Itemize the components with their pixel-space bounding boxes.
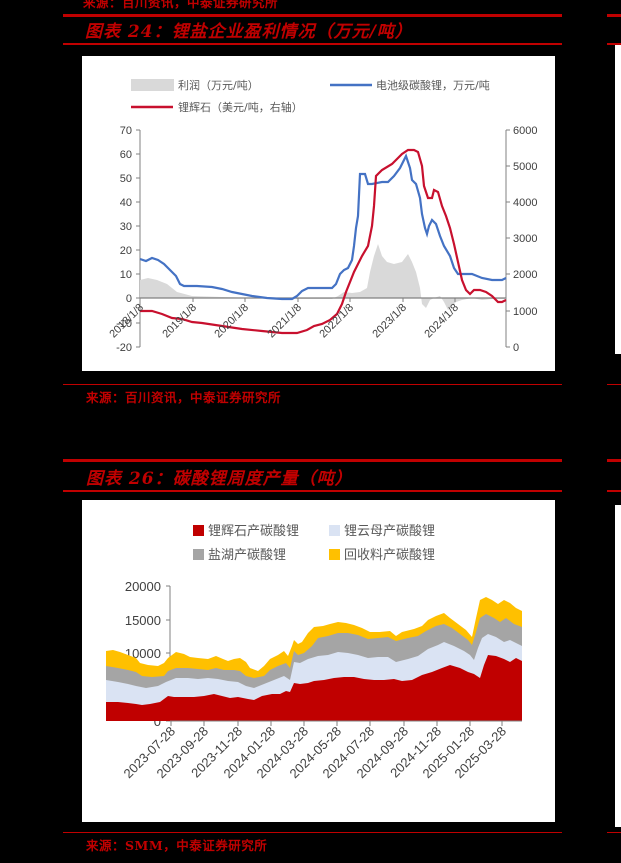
figure24-legend: 利润（万元/吨） 电池级碳酸锂，万元/吨 锂辉石（美元/吨，右轴） bbox=[131, 78, 490, 114]
spodumene-line bbox=[140, 148, 507, 335]
svg-text:20000: 20000 bbox=[125, 579, 161, 594]
svg-text:1000: 1000 bbox=[513, 306, 537, 318]
figure26-source-rule bbox=[63, 832, 562, 833]
legend-swatch-lepidolite bbox=[329, 525, 340, 536]
legend-swatch-profit bbox=[131, 79, 174, 91]
legend-label-brine: 盐湖产碳酸锂 bbox=[208, 548, 286, 563]
figure26-top-rule bbox=[63, 459, 562, 462]
legend-label-recycle: 回收料产碳酸锂 bbox=[344, 548, 435, 563]
right-col-rule-3 bbox=[607, 384, 621, 385]
figure24-left-axis: 70 60 50 40 30 20 10 0 -10 -20 bbox=[116, 125, 141, 354]
svg-text:30: 30 bbox=[120, 221, 132, 233]
figure24-source: 来源：百川资讯，中泰证券研究所 bbox=[86, 390, 282, 405]
right-column-chart-1b bbox=[615, 56, 621, 354]
right-col-rule-5 bbox=[607, 490, 621, 492]
svg-text:0: 0 bbox=[126, 293, 132, 305]
svg-text:3000: 3000 bbox=[513, 233, 537, 245]
svg-text:-10: -10 bbox=[116, 318, 132, 330]
figure26-chart: 锂辉石产碳酸锂 锂云母产碳酸锂 盐湖产碳酸锂 回收料产碳酸锂 20000 150… bbox=[82, 500, 555, 822]
figure24-x-ticks bbox=[139, 298, 456, 302]
legend-swatch-recycle bbox=[329, 549, 340, 560]
right-col-rule-1 bbox=[607, 14, 621, 17]
svg-text:0: 0 bbox=[154, 714, 161, 729]
svg-text:4000: 4000 bbox=[513, 197, 537, 209]
figure26-title-underline bbox=[63, 490, 562, 492]
figure26-svg: 锂辉石产碳酸锂 锂云母产碳酸锂 盐湖产碳酸锂 回收料产碳酸锂 20000 150… bbox=[106, 524, 522, 782]
right-col-rule-4 bbox=[607, 459, 621, 462]
svg-text:40: 40 bbox=[120, 197, 132, 209]
svg-text:2021/1/8: 2021/1/8 bbox=[265, 302, 304, 341]
svg-text:20: 20 bbox=[120, 245, 132, 257]
svg-text:60: 60 bbox=[120, 149, 132, 161]
right-col-rule-2 bbox=[607, 43, 621, 45]
svg-text:2024/1/8: 2024/1/8 bbox=[422, 302, 461, 341]
legend-label-li2co3: 电池级碳酸锂，万元/吨 bbox=[376, 78, 490, 92]
svg-text:10: 10 bbox=[120, 269, 132, 281]
figure24-title: 图表 24：锂盐企业盈利情况（万元/吨） bbox=[85, 22, 413, 42]
legend-label-spodumene: 锂辉石产碳酸锂 bbox=[208, 524, 299, 539]
right-column-chart-2 bbox=[615, 505, 621, 827]
legend-swatch-brine bbox=[193, 549, 204, 560]
legend-label-lepidolite: 锂云母产碳酸锂 bbox=[344, 524, 435, 539]
li2co3-line bbox=[139, 153, 507, 301]
figure26-x-labels: 2023-07-28 2023-09-28 2023-11-28 2024-01… bbox=[120, 724, 509, 782]
legend-swatch-spodumene bbox=[193, 525, 204, 536]
svg-text:2023/1/8: 2023/1/8 bbox=[370, 302, 409, 341]
svg-text:15000: 15000 bbox=[125, 613, 161, 628]
svg-text:6000: 6000 bbox=[513, 125, 537, 137]
figure24-svg: 利润（万元/吨） 电池级碳酸锂，万元/吨 锂辉石（美元/吨，右轴） 70 60 … bbox=[107, 78, 537, 354]
figure24-top-rule bbox=[63, 14, 562, 17]
svg-text:70: 70 bbox=[120, 125, 132, 137]
top-source-text: 来源：百川资讯，中泰证券研究所 bbox=[83, 0, 279, 10]
right-col-rule-6 bbox=[607, 832, 621, 833]
figure26-legend: 锂辉石产碳酸锂 锂云母产碳酸锂 盐湖产碳酸锂 回收料产碳酸锂 bbox=[193, 524, 435, 563]
svg-text:2000: 2000 bbox=[513, 269, 537, 281]
svg-text:0: 0 bbox=[513, 342, 519, 354]
figure24-chart: 利润（万元/吨） 电池级碳酸锂，万元/吨 锂辉石（美元/吨，右轴） 70 60 … bbox=[82, 56, 555, 371]
figure26-title: 图表 26：碳酸锂周度产量（吨） bbox=[86, 469, 353, 489]
profit-area bbox=[140, 244, 506, 310]
svg-text:-20: -20 bbox=[116, 342, 132, 354]
svg-text:2020/1/8: 2020/1/8 bbox=[212, 302, 251, 341]
spodumene-area bbox=[106, 655, 522, 721]
svg-text:5000: 5000 bbox=[513, 161, 537, 173]
svg-text:2019/1/8: 2019/1/8 bbox=[160, 302, 199, 341]
legend-label-spodumene: 锂辉石（美元/吨，右轴） bbox=[178, 100, 303, 114]
legend-label-profit: 利润（万元/吨） bbox=[178, 78, 259, 92]
figure24-right-axis: 6000 5000 4000 3000 2000 1000 0 bbox=[505, 125, 537, 354]
figure24-source-rule bbox=[63, 384, 562, 385]
svg-text:2022/1/8: 2022/1/8 bbox=[317, 302, 356, 341]
figure24-x-labels: 2018/1/8 2019/1/8 2020/1/8 2021/1/8 2022… bbox=[107, 302, 461, 341]
figure26-source: 来源：SMM，中泰证券研究所 bbox=[86, 838, 268, 853]
figure24-title-underline bbox=[63, 43, 562, 45]
figure26-x-axis bbox=[170, 720, 522, 726]
svg-text:50: 50 bbox=[120, 173, 132, 185]
